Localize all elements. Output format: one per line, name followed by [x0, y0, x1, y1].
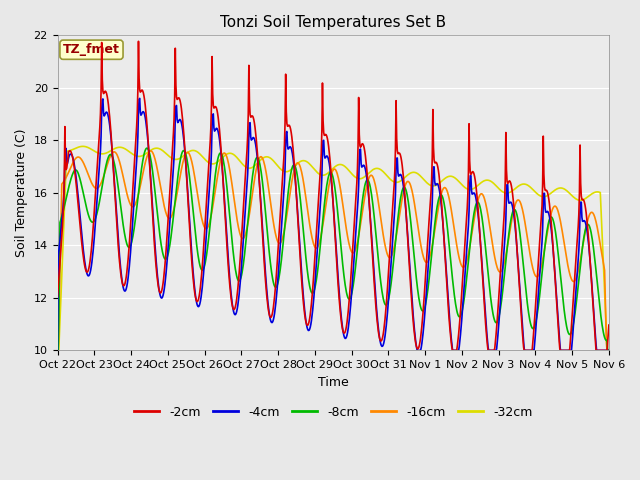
- X-axis label: Time: Time: [318, 376, 349, 389]
- Text: TZ_fmet: TZ_fmet: [63, 43, 120, 56]
- Y-axis label: Soil Temperature (C): Soil Temperature (C): [15, 129, 28, 257]
- Legend: -2cm, -4cm, -8cm, -16cm, -32cm: -2cm, -4cm, -8cm, -16cm, -32cm: [129, 401, 538, 424]
- Title: Tonzi Soil Temperatures Set B: Tonzi Soil Temperatures Set B: [220, 15, 446, 30]
